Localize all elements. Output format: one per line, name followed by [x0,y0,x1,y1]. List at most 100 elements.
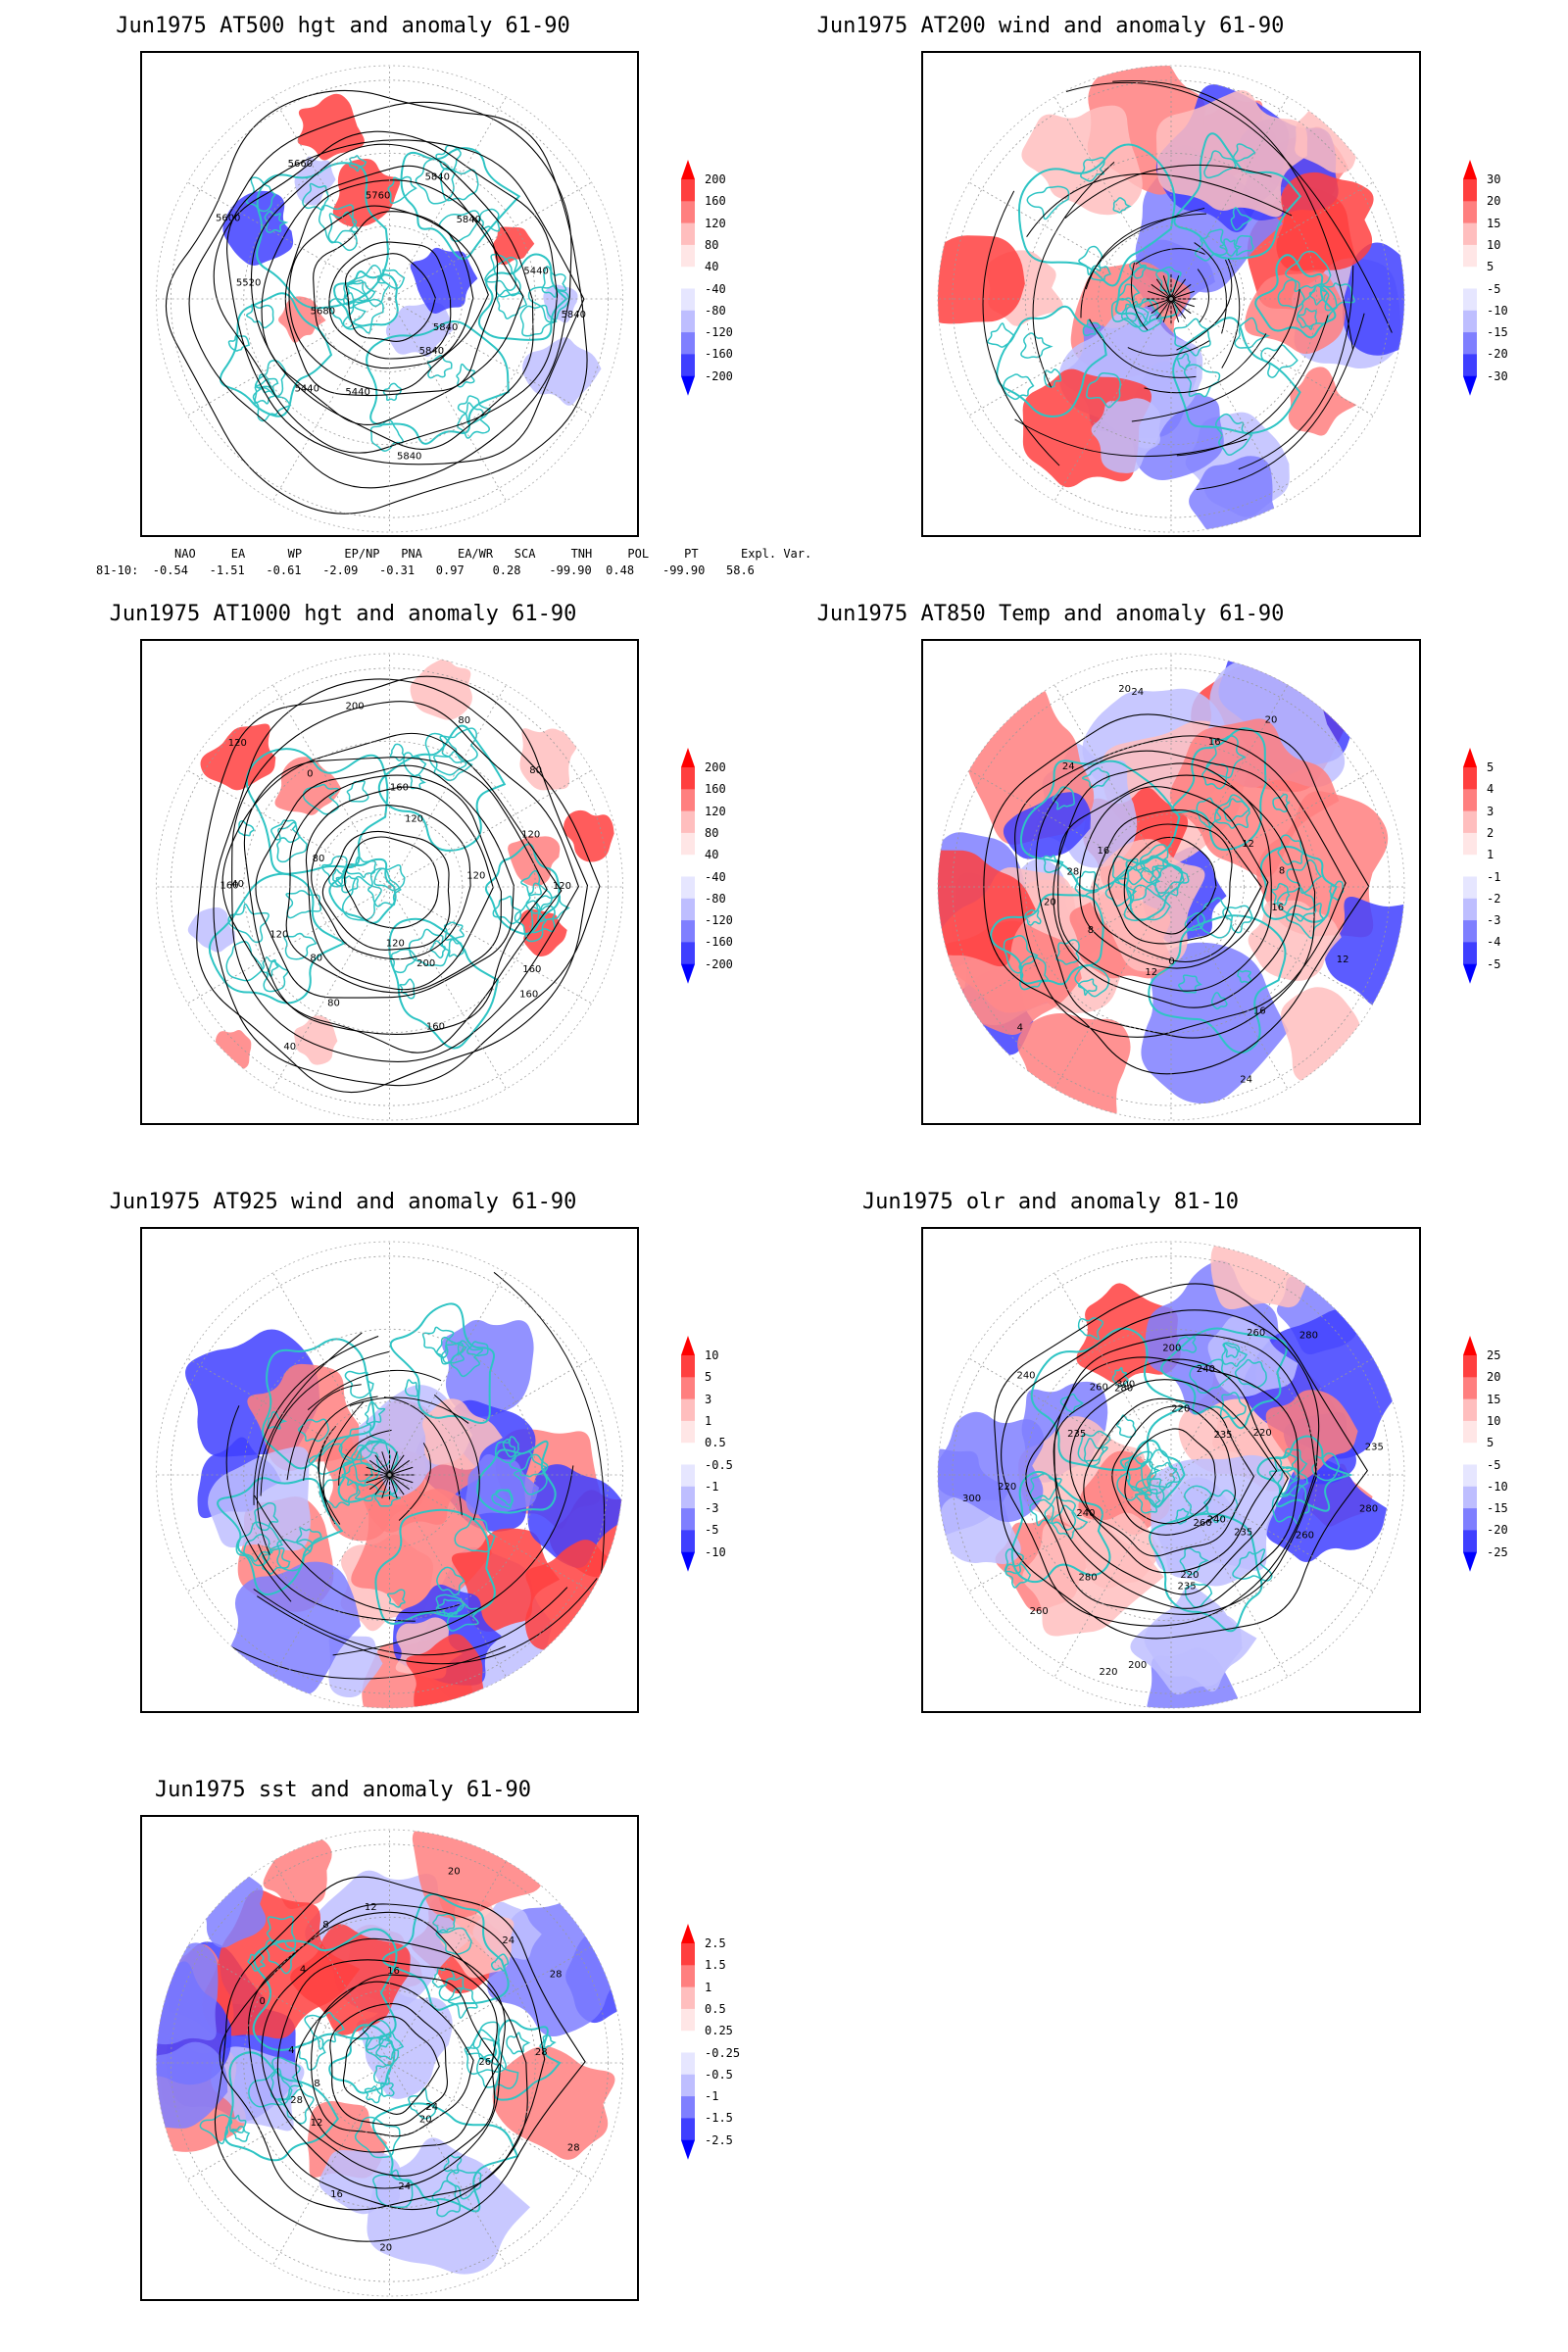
colorbar-swatch [681,1943,695,1966]
contour-label: 260 [1194,1518,1212,1529]
panel-850temp: Jun1975 AT850 Temp and anomaly 61-90 16 1… [784,588,1568,1176]
coastline-island [247,1951,266,1972]
colorbar-swatch [1463,832,1477,856]
coastline-island [1277,834,1305,865]
contour-label: 200 [416,958,435,969]
contour-label: 280 [1114,1383,1133,1394]
streamline [204,1631,507,1680]
colorbar-swatch [681,2118,695,2141]
contour-label: 24 [398,2181,411,2192]
contour-line [276,1959,498,2177]
panel-title: Jun1975 sst and anomaly 61-90 [154,1778,532,1802]
streamline-center [389,1454,405,1476]
streamline [257,1578,598,1665]
coastline-island [1111,856,1144,886]
streamline-center [1170,278,1187,300]
colorbar-label: 1 [705,1980,712,1994]
coastline-island [525,882,554,914]
contour-label: 5440 [295,384,319,395]
contour-line [284,179,499,397]
latitude-circle [170,667,610,1106]
colorbar-swatch [1463,1508,1477,1531]
anomaly-shading [938,850,1036,967]
polar-map: 2802602352402602202352002202802602403002… [937,1241,1405,1709]
map-inner [156,66,623,532]
streamline [433,1394,480,1521]
colorbar-swatch [1463,1443,1477,1465]
map-boundary [937,65,1405,533]
colorbar-swatch [681,1355,695,1378]
streamline-center [1170,298,1195,308]
contour-label: 220 [1171,1404,1190,1415]
contour-label: 120 [228,738,247,749]
coastline-island [252,387,292,422]
contour-line [261,165,524,425]
colorbar-swatches [681,748,695,984]
coastline [382,1892,510,2011]
map-frame [140,1227,639,1713]
coastline-island [1230,207,1253,231]
colorbar-label: -200 [705,956,733,971]
coastline-island [1222,1342,1241,1358]
coastline-island [1111,1366,1129,1387]
streamline-center [368,1474,390,1491]
contour-line [226,139,585,466]
contour-label: 5840 [433,322,458,333]
colorbar-arrow-bottom [681,1551,695,1572]
coastline-island [228,2114,247,2133]
colorbar-arrow-bottom [1463,1551,1477,1572]
streamline-center [1170,298,1192,315]
polar-map [937,65,1405,533]
contour-line [288,205,489,392]
coastline-island [404,1379,418,1397]
coastline [1119,1439,1186,1508]
colorbar-label: -120 [705,325,733,340]
colorbar-label: -2.5 [705,2132,733,2147]
colorbar-swatch [1463,201,1477,224]
coastline-island [1232,1548,1273,1582]
anomaly-shading [1091,398,1161,473]
coastline-island [1133,299,1159,323]
streamline-center [366,1474,390,1484]
contour-label: 16 [330,2189,343,2200]
coastline-island [439,727,478,763]
coastline-island [1134,1488,1161,1514]
coastline-island [448,938,465,957]
contour-line [1025,1334,1317,1615]
panel-925wind: Jun1975 AT925 wind and anomaly 61-90 10 5… [0,1176,784,1764]
coastline-island [1234,317,1271,349]
coastline-island [1183,364,1221,398]
contour-label: 20 [1265,714,1278,725]
colorbar-arrow-bottom [1463,375,1477,396]
colorbar-label: 4 [1487,782,1494,797]
streamline-center [381,1474,390,1498]
coastline-island [338,1423,384,1461]
coastline-island [302,783,339,815]
coastline-island [1176,353,1191,370]
colorbar-label: 1 [705,1413,712,1428]
coastline-island [1205,1490,1239,1524]
colorbar-label: 25 [1487,1348,1501,1362]
colorbar-label: 5 [1487,760,1494,774]
coastline [1149,1512,1263,1633]
colorbar-swatch [1463,354,1477,377]
coastline-island [1029,1498,1054,1527]
coastline-island [382,382,403,402]
colorbar-swatch [681,201,695,224]
coastline-island [246,304,274,329]
streamline-center [1170,290,1195,300]
contour-label: 5840 [419,346,444,357]
anomaly-shading [492,2046,615,2160]
contour-label: 12 [1337,955,1349,965]
contour-label: 28 [550,1969,563,1980]
contour-line [165,89,588,514]
coastline-island [308,1443,355,1475]
colorbar-label: 3 [1487,804,1494,818]
coastline-island [1173,318,1211,357]
panel-title: Jun1975 AT1000 hgt and anomaly 61-90 [109,602,577,626]
contour-line [261,1937,506,2189]
colorbar-label: 2.5 [705,1936,726,1950]
colorbar-arrow-bottom [1463,963,1477,984]
colorbar-arrow-top [681,748,695,767]
coastline [476,1440,557,1514]
